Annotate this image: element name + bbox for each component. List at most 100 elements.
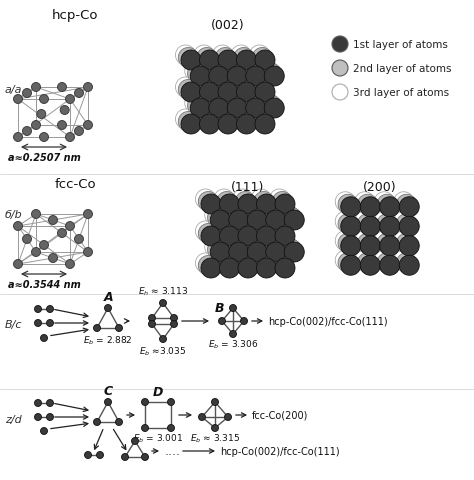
Circle shape (263, 208, 283, 228)
Circle shape (46, 414, 54, 420)
Circle shape (259, 62, 279, 82)
Circle shape (205, 238, 225, 257)
Text: $\bfit{A}$: $\bfit{A}$ (103, 291, 115, 304)
Circle shape (234, 80, 254, 100)
Circle shape (65, 96, 74, 104)
Circle shape (214, 222, 234, 241)
Circle shape (201, 258, 221, 278)
Circle shape (234, 112, 254, 132)
Circle shape (214, 253, 234, 274)
Circle shape (252, 80, 272, 100)
Circle shape (399, 217, 419, 237)
Circle shape (37, 110, 46, 119)
Circle shape (249, 78, 270, 98)
Circle shape (374, 231, 394, 251)
Circle shape (254, 192, 274, 212)
Circle shape (264, 67, 284, 87)
Circle shape (254, 256, 274, 276)
Circle shape (282, 208, 301, 228)
Circle shape (215, 48, 235, 68)
Circle shape (260, 238, 280, 257)
Circle shape (246, 67, 266, 87)
Circle shape (208, 240, 228, 260)
Circle shape (275, 227, 295, 247)
Circle shape (116, 419, 122, 426)
Circle shape (35, 306, 42, 313)
Text: (111): (111) (231, 181, 264, 194)
Circle shape (227, 67, 247, 87)
Circle shape (235, 224, 255, 244)
Circle shape (332, 61, 348, 77)
Circle shape (222, 94, 242, 114)
Circle shape (357, 195, 378, 215)
Circle shape (198, 192, 219, 212)
Circle shape (222, 62, 242, 82)
Circle shape (380, 236, 400, 256)
Text: ....: .... (165, 444, 181, 457)
Circle shape (332, 85, 348, 101)
Circle shape (198, 256, 219, 276)
Text: fcc-Co: fcc-Co (54, 178, 96, 191)
Circle shape (194, 110, 214, 130)
Circle shape (231, 110, 251, 130)
Circle shape (377, 234, 397, 254)
Circle shape (399, 256, 419, 276)
Circle shape (48, 254, 57, 263)
Circle shape (279, 205, 299, 226)
Circle shape (374, 212, 394, 232)
Circle shape (201, 227, 221, 247)
Circle shape (335, 212, 355, 232)
Circle shape (142, 399, 148, 406)
Circle shape (208, 208, 228, 228)
Circle shape (206, 64, 226, 84)
Circle shape (197, 48, 217, 68)
Text: $E_b$ ≈3.035: $E_b$ ≈3.035 (139, 345, 187, 358)
Circle shape (201, 194, 221, 215)
Circle shape (251, 222, 271, 241)
Circle shape (235, 256, 255, 276)
Circle shape (159, 336, 166, 343)
Text: (002): (002) (211, 18, 245, 31)
Circle shape (31, 210, 40, 219)
Circle shape (245, 208, 264, 228)
Circle shape (341, 197, 361, 217)
Circle shape (226, 240, 246, 260)
Text: $\bfit{B}$: $\bfit{B}$ (214, 302, 225, 315)
Circle shape (212, 110, 233, 130)
Circle shape (266, 242, 286, 263)
Circle shape (260, 205, 280, 226)
Circle shape (357, 253, 378, 273)
Circle shape (360, 217, 380, 237)
Text: $E_b$ = 2.882: $E_b$ = 2.882 (83, 334, 133, 347)
Circle shape (247, 242, 267, 263)
Circle shape (65, 260, 74, 269)
Circle shape (284, 211, 304, 230)
Circle shape (394, 192, 414, 212)
Circle shape (338, 234, 358, 254)
Circle shape (264, 99, 284, 119)
Circle shape (266, 211, 286, 230)
Circle shape (131, 438, 138, 444)
Text: z/d: z/d (5, 414, 22, 424)
Circle shape (57, 84, 66, 92)
Circle shape (399, 236, 419, 256)
Circle shape (148, 321, 155, 328)
Text: $\bfit{D}$: $\bfit{D}$ (152, 386, 164, 399)
Circle shape (209, 99, 229, 119)
Circle shape (195, 190, 216, 210)
Circle shape (360, 236, 380, 256)
Circle shape (229, 331, 237, 338)
Circle shape (194, 78, 214, 98)
Circle shape (270, 253, 290, 274)
Circle shape (74, 89, 83, 98)
Circle shape (235, 192, 255, 212)
Circle shape (255, 83, 275, 103)
Circle shape (194, 46, 214, 66)
Circle shape (243, 96, 263, 116)
Circle shape (238, 258, 258, 278)
Circle shape (245, 240, 264, 260)
Circle shape (46, 400, 54, 407)
Circle shape (332, 37, 348, 53)
Circle shape (335, 192, 355, 212)
Circle shape (377, 195, 397, 215)
